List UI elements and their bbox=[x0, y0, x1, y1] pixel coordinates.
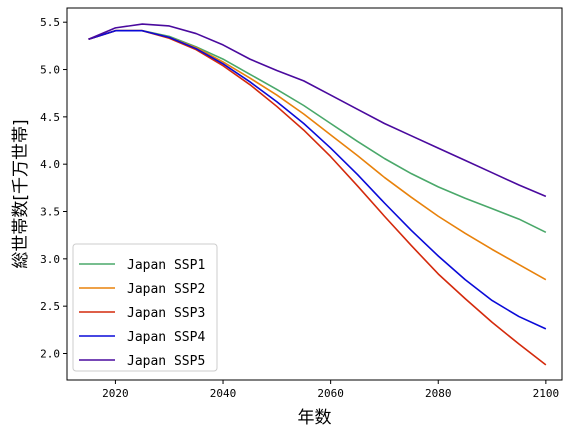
y-axis: 2.0 2.5 3.0 3.5 4.0 4.5 5.0 5.5 bbox=[40, 16, 67, 360]
legend-label: Japan SSP2 bbox=[127, 282, 205, 297]
series-line bbox=[88, 23, 547, 198]
x-tick-label: 2020 bbox=[102, 387, 129, 400]
legend-label: Japan SSP4 bbox=[127, 330, 205, 345]
x-axis-title: 年数 bbox=[298, 408, 332, 428]
legend-box bbox=[72, 243, 218, 372]
series-line bbox=[88, 29, 547, 330]
y-tick-label: 3.0 bbox=[40, 253, 60, 266]
y-axis-title: 総世帯数[千万世帯] bbox=[11, 119, 31, 268]
x-axis: 2020 2040 2060 2080 2100 bbox=[102, 380, 559, 400]
y-tick-label: 2.5 bbox=[40, 300, 60, 313]
y-tick-label: 2.0 bbox=[40, 347, 60, 360]
legend-label: Japan SSP5 bbox=[127, 354, 205, 369]
x-tick-label: 2100 bbox=[533, 387, 560, 400]
legend-label: Japan SSP3 bbox=[127, 306, 205, 321]
y-tick-label: 5.0 bbox=[40, 64, 60, 77]
x-tick-label: 2080 bbox=[425, 387, 452, 400]
x-tick-label: 2040 bbox=[210, 387, 237, 400]
y-tick-label: 3.5 bbox=[40, 206, 60, 219]
x-tick-label: 2060 bbox=[317, 387, 344, 400]
y-tick-label: 4.0 bbox=[40, 158, 60, 171]
legend: Japan SSP1 Japan SSP2 Japan SSP3 Japan SSP4… bbox=[72, 243, 218, 372]
y-tick-label: 5.5 bbox=[40, 16, 60, 29]
legend-label: Japan SSP1 bbox=[127, 258, 205, 273]
y-tick-label: 4.5 bbox=[40, 111, 60, 124]
series-lines bbox=[88, 23, 547, 366]
